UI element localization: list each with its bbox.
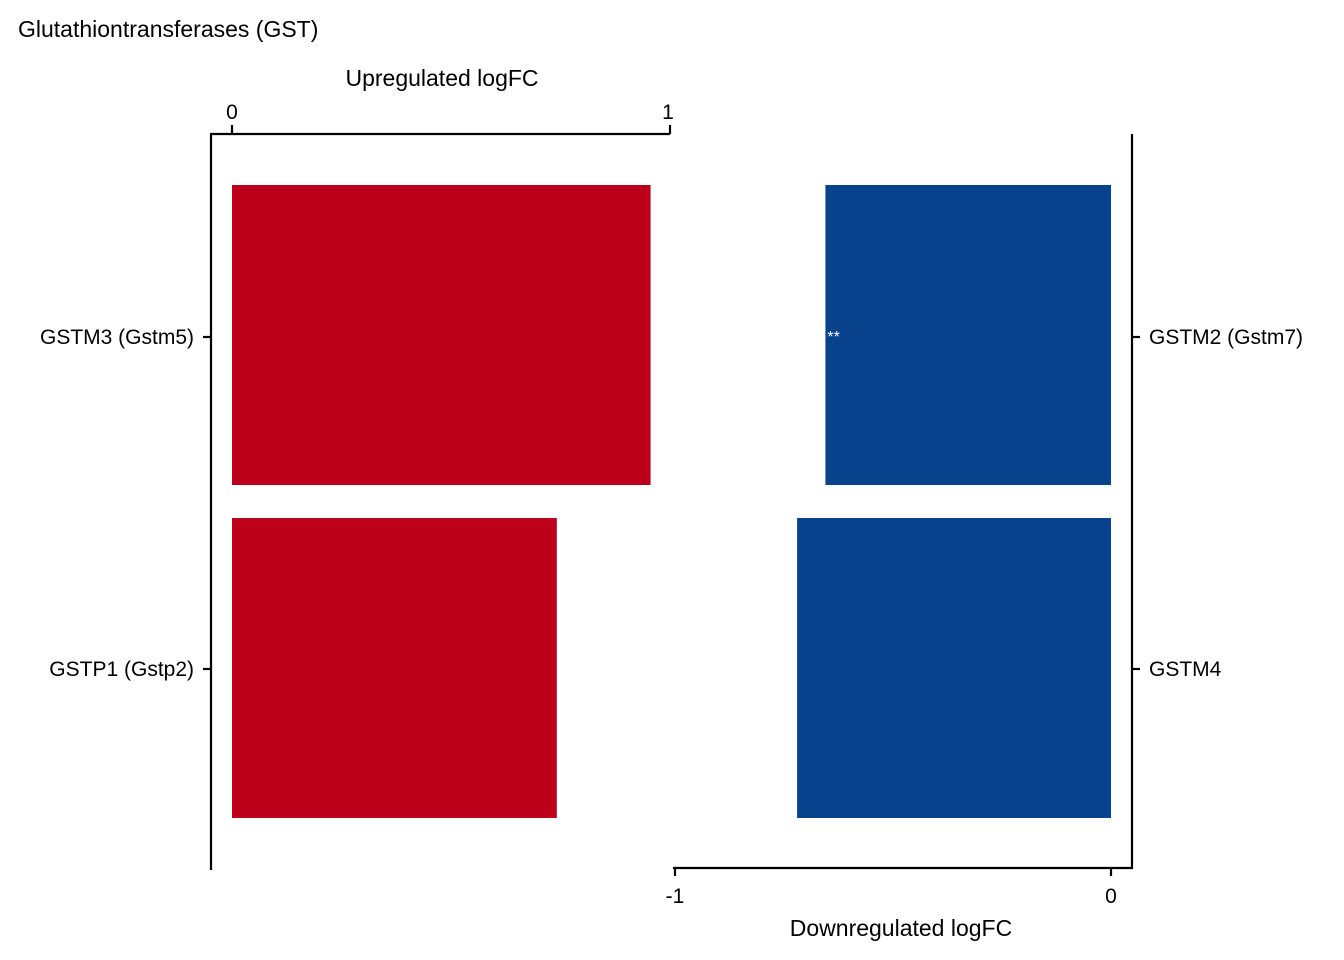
significance-annotation-0: **: [827, 329, 839, 346]
downregulated-axes: GSTM2 (Gstm7) GSTM4 -1 0 Downregulated l…: [666, 134, 1303, 941]
upregulated-axis-label: Upregulated logFC: [345, 65, 538, 91]
upregulated-category-label-1: GSTP1 (Gstp2): [49, 658, 194, 681]
downregulated-tick-label-1: 0: [1105, 885, 1117, 908]
upregulated-tick-label-1: 1: [662, 101, 674, 124]
upregulated-category-label-0: GSTM3 (Gstm5): [40, 326, 194, 349]
downregulated-category-label-1: GSTM4: [1149, 658, 1222, 681]
bars-layer: **: [232, 185, 1111, 818]
upregulated-bar-1: [232, 518, 557, 818]
chart-title: Glutathiontransferases (GST): [18, 16, 318, 42]
upregulated-bar-0: [232, 185, 651, 485]
downregulated-bar-0: [825, 185, 1111, 485]
downregulated-tick-label-0: -1: [666, 885, 685, 908]
downregulated-category-label-0: GSTM2 (Gstm7): [1149, 326, 1303, 349]
upregulated-tick-label-0: 0: [226, 101, 238, 124]
upregulated-axes: Upregulated logFC 0 1 GSTM3 (Gstm5) GSTP…: [40, 65, 674, 870]
downregulated-bar-1: [797, 518, 1111, 818]
downregulated-axis-label: Downregulated logFC: [790, 915, 1012, 941]
